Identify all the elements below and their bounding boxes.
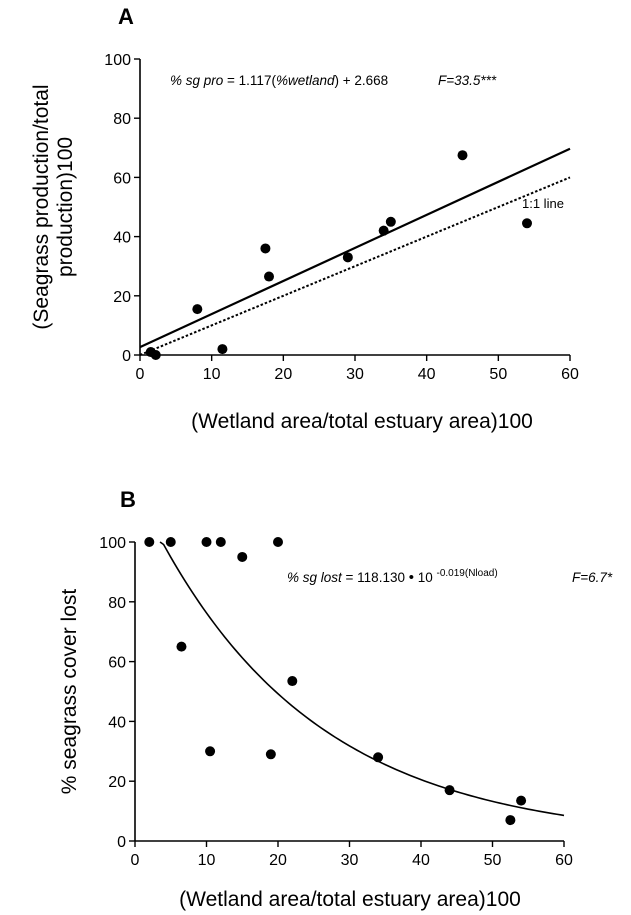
panel-a: A 0 20 40 60 80 100 0 10 20 30 40 50 60 (Wetland area/… (30, 4, 579, 433)
panel-b-y-tick-label: 60 (108, 655, 126, 672)
panel-b-data-point (201, 537, 212, 547)
panel-a-x-tick-label: 50 (489, 366, 507, 383)
panel-a-equation-rhs: = 1.117( (223, 73, 276, 88)
panel-a-y-tick-label: 20 (113, 289, 131, 306)
panel-a-y-tick-label: 0 (122, 348, 131, 365)
panel-b-equation: % sg lost = 118.130 • 10 -0.019(Nload) (287, 568, 498, 586)
panel-a-equation-lhs: % sg pro (170, 73, 224, 88)
panel-b-x-tick-label: 50 (484, 852, 502, 869)
panel-b-y-tick-label: 100 (99, 535, 126, 552)
panel-a-one-to-one-line (139, 176, 571, 356)
panel-b-data-point (505, 815, 516, 826)
panel-b-f-stat: F=6.7* (572, 570, 613, 585)
panel-b-y-tick-label: 40 (108, 714, 126, 731)
panel-a-x-tick-label: 10 (203, 366, 221, 383)
panel-b-letter: B (120, 487, 136, 512)
panel-b-x-axis-title: (Wetland area/total estuary area)100 (179, 888, 521, 911)
panel-a-x-tick-label: 60 (561, 366, 579, 383)
panel-a-y-tick-label: 60 (113, 170, 131, 187)
panel-a-x-tick-label: 0 (136, 366, 145, 383)
panel-a-data-point (378, 225, 389, 236)
panel-b-data-point (265, 749, 276, 760)
panel-b-data-point (373, 752, 384, 763)
panel-b-x-tick-label: 10 (198, 852, 216, 869)
panel-b-x-tick-label: 40 (412, 852, 430, 869)
panel-b-equation-mult: • (409, 569, 414, 586)
panel-a-x-tick-label: 20 (274, 366, 292, 383)
panel-b-equation-base: 10 (414, 570, 437, 585)
panel-b-data-point (444, 785, 455, 796)
panel-b-x-tick-label: 0 (131, 852, 140, 869)
panel-b-y-tick-label: 0 (117, 834, 126, 851)
panel-a-data-point (260, 243, 271, 254)
panel-b-x-tick-label: 30 (341, 852, 359, 869)
panel-a-y-axis-title: (Seagrass production/totalproduction)100 (30, 84, 77, 329)
panel-a-x-axis-title: (Wetland area/total estuary area)100 (191, 410, 533, 433)
panel-b-data-point (237, 551, 248, 562)
panel-a-data-point (457, 150, 468, 161)
panel-b-equation-lhs: % sg lost (287, 570, 343, 585)
panel-b-x-tick-label: 20 (269, 852, 287, 869)
panel-a-equation-var: %wetland (276, 73, 335, 88)
panel-a-letter: A (118, 4, 134, 29)
panel-b-data-point (165, 537, 176, 547)
panel-b-equation-rhs: = 118.130 (342, 570, 409, 585)
panel-a-one-to-one-label: 1:1 line (522, 196, 564, 211)
panel-a-y-tick-label: 40 (113, 230, 131, 247)
panel-a-data-point (522, 218, 532, 229)
panel-b-data-point (287, 676, 298, 687)
panel-a-data-point (150, 350, 161, 360)
panel-a-x-tick-label: 40 (418, 366, 436, 383)
panel-b-x-tick-label: 60 (555, 852, 573, 869)
panel-a-x-tick-label: 30 (346, 366, 364, 383)
panel-a-y-tick-label: 80 (113, 111, 131, 128)
panel-a-equation-rhs-end: ) + 2.668 (335, 73, 389, 88)
panel-a-regression-line (139, 147, 571, 349)
panel-b-y-tick-label: 20 (108, 774, 126, 791)
panel-b-data-point (205, 746, 216, 757)
panel-a-y-axis-title-line2: production)100 (54, 137, 77, 277)
panel-a-y-tick-label: 100 (104, 52, 131, 69)
panel-b-y-axis-title: % seagrass cover lost (58, 589, 81, 795)
panel-a-data-point (385, 216, 396, 227)
panel-b-data-point (516, 795, 527, 806)
panel-a-data-point (192, 304, 203, 315)
panel-a-y-axis-title-line1: (Seagrass production/total (30, 84, 53, 329)
panel-a-data-point (217, 344, 228, 355)
panel-a-data-point (264, 271, 274, 282)
panel-b: B 0 20 40 60 80 100 0 10 20 30 40 50 60 (Wetland area/… (58, 487, 613, 911)
panel-a-data-point (342, 252, 353, 263)
panel-b-fit-curve (159, 541, 565, 817)
panel-b-data-point (215, 537, 226, 547)
panel-b-data-point (144, 537, 155, 547)
panel-b-y-tick-label: 80 (108, 595, 126, 612)
panel-b-data-point (176, 641, 187, 652)
panel-a-f-stat: F=33.5*** (438, 73, 497, 88)
panel-b-data-point (273, 537, 283, 547)
panel-b-equation-exponent: -0.019(Nload) (437, 568, 498, 579)
panel-a-equation: % sg pro = 1.117(%wetland) + 2.668 (170, 73, 388, 88)
